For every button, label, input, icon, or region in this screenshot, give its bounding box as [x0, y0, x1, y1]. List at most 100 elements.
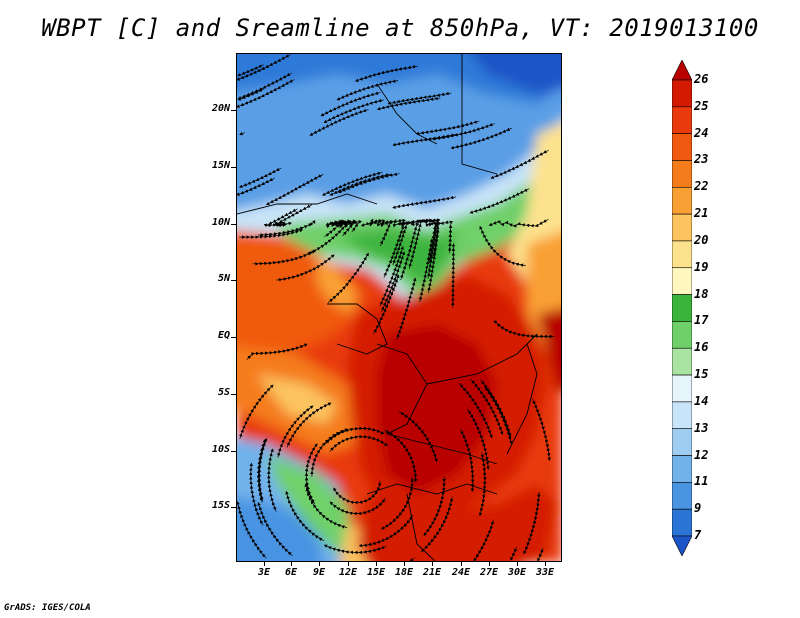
- colorbar-level-24: 24: [694, 125, 709, 140]
- streamline: [423, 476, 446, 537]
- colorbar-segment: [672, 133, 692, 161]
- streamline: [473, 519, 495, 561]
- streamline: [265, 174, 324, 206]
- streamline: [532, 398, 551, 462]
- colorbar-level-26: 26: [694, 72, 709, 86]
- colorbar-level-25: 25: [694, 98, 709, 113]
- streamline: [238, 384, 274, 440]
- streamline: [479, 225, 526, 267]
- streamline: [490, 149, 549, 179]
- colorbar-segment: [672, 482, 692, 510]
- lon-label-18e: 18E: [394, 567, 414, 578]
- lat-label-15n: 15N: [211, 160, 230, 171]
- lat-label-eq: EQ: [217, 330, 230, 341]
- streamline: [237, 501, 267, 559]
- colorbar-level-19: 19: [694, 259, 709, 274]
- lon-tick: [517, 562, 518, 566]
- colorbar-level-18: 18: [694, 286, 709, 301]
- footer-credit: GrADS: IGES/COLA: [4, 603, 91, 613]
- lat-tick: [231, 280, 236, 281]
- lon-tick: [461, 562, 462, 566]
- streamline: [324, 219, 344, 238]
- lat-label-5s: 5S: [217, 387, 230, 398]
- streamline: [239, 131, 246, 136]
- streamline: [256, 438, 266, 503]
- colorbar-level-23: 23: [694, 152, 709, 167]
- map-panel: [236, 53, 562, 562]
- lon-label-6e: 6E: [284, 567, 298, 578]
- streamline: [306, 219, 352, 255]
- streamline: [360, 218, 394, 247]
- colorbar-level-7: 7: [694, 528, 702, 542]
- streamline: [478, 452, 487, 517]
- lat-label-15s: 15S: [211, 500, 230, 511]
- streamline: [237, 54, 291, 81]
- streamline: [422, 218, 454, 254]
- colorbar-max-arrow: [672, 60, 692, 81]
- streamlines: [237, 54, 555, 561]
- chart-title: WBPT [C] and Sreamline at 850hPa, VT: 20…: [41, 14, 759, 42]
- lat-label-10s: 10S: [211, 444, 230, 455]
- colorbar-segment: [672, 160, 692, 188]
- streamline: [354, 64, 418, 82]
- streamline: [276, 405, 314, 458]
- lat-tick: [231, 394, 236, 395]
- lat-tick: [231, 337, 236, 338]
- colorbar-level-12: 12: [694, 447, 709, 462]
- lon-label-3e: 3E: [257, 567, 271, 578]
- colorbar-segment: [672, 213, 692, 242]
- streamline: [310, 428, 349, 477]
- streamline: [266, 448, 277, 512]
- lon-tick: [291, 562, 292, 566]
- colorbar-level-13: 13: [694, 420, 709, 435]
- lon-tick: [348, 562, 349, 566]
- colorbar-segment: [672, 374, 692, 403]
- colorbar-level-20: 20: [694, 232, 709, 247]
- lon-tick: [404, 562, 405, 566]
- streamline: [276, 254, 335, 282]
- lon-tick: [432, 562, 433, 566]
- colorbar-segment: [672, 79, 692, 108]
- lat-tick: [231, 167, 236, 168]
- colorbar-level-17: 17: [694, 313, 709, 328]
- streamline: [329, 172, 391, 196]
- colorbar-level-9: 9: [694, 501, 702, 516]
- streamline: [470, 379, 504, 436]
- colorbar-segment: [672, 294, 692, 322]
- colorbar-segment: [672, 267, 692, 295]
- lon-tick: [489, 562, 490, 566]
- lon-label-21e: 21E: [422, 567, 442, 578]
- streamline: [392, 195, 457, 209]
- colorbar-level-21: 21: [694, 206, 709, 221]
- streamline: [488, 219, 549, 228]
- streamline: [469, 188, 530, 214]
- colorbar-min-arrow: [672, 535, 692, 556]
- lon-label-30e: 30E: [507, 567, 527, 578]
- lon-label-27e: 27E: [479, 567, 499, 578]
- streamline: [399, 411, 438, 463]
- streamline: [323, 544, 387, 555]
- lat-label-5n: 5N: [217, 273, 230, 284]
- colorbar-segment: [672, 401, 692, 430]
- streamline: [493, 320, 555, 339]
- streamline: [451, 243, 456, 308]
- streamline: [432, 122, 495, 141]
- streamline: [358, 515, 414, 548]
- lon-tick: [545, 562, 546, 566]
- lat-tick: [231, 451, 236, 452]
- streamline: [510, 546, 518, 561]
- lat-tick: [231, 110, 236, 111]
- colorbar: [672, 60, 692, 556]
- colorbar-segment: [672, 455, 692, 483]
- colorbar-segment: [672, 347, 692, 376]
- lat-tick: [231, 224, 236, 225]
- streamline: [327, 252, 369, 303]
- colorbar-level-14: 14: [694, 393, 709, 408]
- lon-label-33e: 33E: [535, 567, 555, 578]
- temperature-field: [237, 54, 561, 561]
- lon-tick: [319, 562, 320, 566]
- colorbar-segment: [672, 106, 692, 134]
- lon-label-24e: 24E: [451, 567, 471, 578]
- colorbar-level-16: 16: [694, 340, 709, 355]
- lon-tick: [264, 562, 265, 566]
